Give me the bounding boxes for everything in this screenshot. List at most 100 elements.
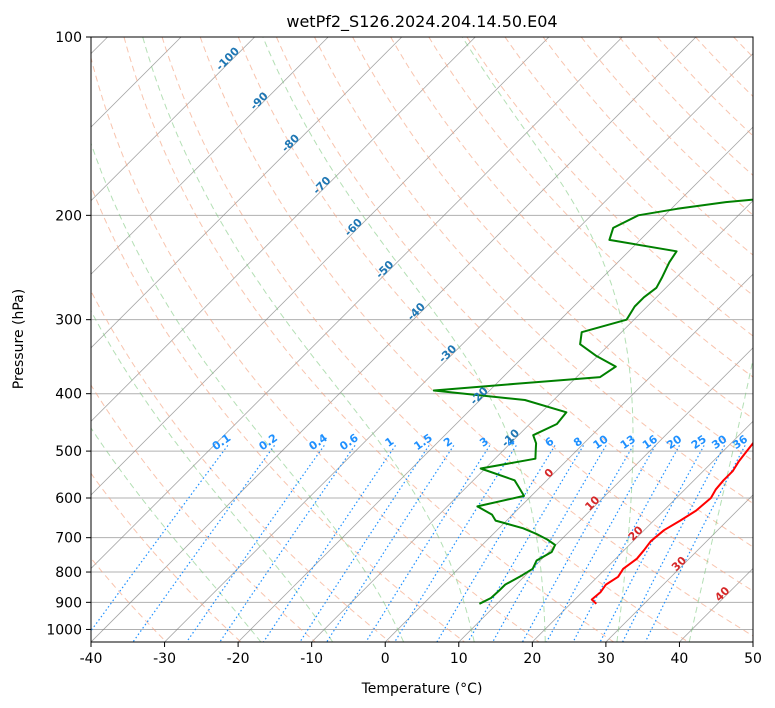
x-tick-label: 10 [450,651,468,667]
dry-adiabat-line [314,37,753,505]
moist-adiabat-label: 40 [712,584,732,604]
dry-adiabat-line [91,472,242,642]
y-tick-label: 500 [55,444,82,460]
dewpoint-profile-line [432,198,753,605]
y-tick-label: 400 [55,387,82,403]
dry-adiabat-label: -90 [248,89,271,112]
dry-adiabat-label: -60 [342,216,365,239]
y-tick-label: 200 [55,208,82,224]
dry-adiabat-label: -70 [310,174,333,197]
dry-adiabat-line [275,37,753,548]
temperature-profile-line [590,441,753,605]
isotherm-line [91,37,403,349]
dry-adiabat-line [466,37,753,337]
mixing-ratio-line [262,445,396,642]
axis-layer: -40 -30 -20 -10 0 10 20 30 40 5010020030040050060… [46,30,762,667]
x-tick-label: 40 [671,651,689,667]
data-layer [432,198,753,605]
dry-adiabat-line [504,37,753,296]
isotherm-line [91,37,476,422]
isotherm-line [311,200,753,642]
mixing-ratio-line [644,445,746,642]
y-tick-label: 100 [55,30,82,46]
mixing-ratio-label: 20 [664,432,684,452]
x-tick-label: -30 [153,651,176,667]
dry-adiabat-line [91,185,465,642]
moist-adiabat-label: 10 [582,493,602,513]
mixing-ratio-line [492,445,607,642]
x-tick-label: 20 [523,651,541,667]
mixing-ratio-label: 1 [383,435,397,450]
dry-adiabat-line [237,37,753,592]
dry-adiabat-line [91,290,391,642]
mixing-ratio-line [521,445,634,642]
x-tick-label: -40 [80,651,103,667]
moist-adiabat-line [91,309,334,642]
dry-adiabat-line [390,37,753,420]
dry-adiabat-line [542,37,753,256]
dry-adiabat-label: -10 [499,426,522,449]
dry-adiabat-line [91,384,316,642]
dry-adiabat-line [161,37,689,642]
isotherm-line [532,420,753,642]
x-tick-label: 0 [381,651,390,667]
isotherm-line [458,347,753,642]
y-tick-label: 600 [55,491,82,507]
dry-adiabat-label: -50 [373,258,396,281]
dry-adiabat-label: -100 [213,44,242,73]
isotherm-line [384,273,753,642]
moist-adiabat-line [688,357,753,642]
isotherm-line [237,126,753,642]
x-axis-label: Temperature (°C) [361,681,483,697]
mixing-ratio-label: 3 [477,435,491,450]
moist-adiabat-line [91,141,405,642]
dry-adiabat-line [199,37,753,637]
mixing-ratio-line [91,445,229,632]
chart-title: wetPf2_S126.2024.204.14.50.E04 [286,12,557,32]
mixing-ratio-label: 30 [709,432,729,452]
mixing-ratio-label: 13 [618,433,638,452]
moist-adiabat-label: 30 [669,554,689,574]
x-tick-label: 30 [597,651,615,667]
dry-adiabat-line [657,37,753,137]
y-tick-label: 900 [55,595,82,611]
moist-adiabat-line [142,37,475,642]
isotherm-line [91,37,623,569]
dry-adiabat-line [580,37,753,216]
dry-adiabat-line [123,37,614,642]
mixing-ratio-label: 1.5 [412,431,435,453]
grid-layer [91,37,775,642]
dry-adiabat-line [91,55,540,642]
dry-adiabat-line [428,37,753,378]
x-tick-label: -10 [300,651,323,667]
dry-adiabat-label: -30 [436,342,459,365]
x-tick-label: -20 [227,651,250,667]
dry-adiabat-line [352,37,753,462]
isotherm-line [91,37,255,202]
y-tick-label: 800 [55,565,82,581]
moist-adiabat-line [91,427,262,642]
plot-frame [90,36,754,643]
mixing-ratio-label: 8 [571,435,585,450]
moist-adiabat-line [461,37,634,642]
annotation-layer: 0.1 0.2 0.4 0.6 1 1.5 2 3 4 6 8 10 13 16 20 25 30 36-100-… [210,44,751,604]
mixing-ratio-label: 0.6 [337,431,361,453]
mixing-ratio-line [394,445,517,642]
mixing-ratio-line [299,445,430,642]
dry-adiabat-label: -80 [279,131,302,154]
mixing-ratio-label: 0.4 [306,431,330,453]
moist-adiabat-line [762,37,775,642]
dry-adiabat-line [733,37,753,58]
isotherm-line [91,37,550,496]
isotherm-line [605,494,753,642]
y-tick-label: 300 [55,313,82,329]
mixing-ratio-line [599,445,705,642]
y-axis-label: Pressure (hPa) [11,289,27,389]
mixing-ratio-line [186,445,325,642]
mixing-ratio-label: 10 [591,432,611,452]
isotherm-line [91,37,329,275]
isotherm-line [752,641,753,642]
mixing-ratio-label: 2 [441,435,455,450]
isotherm-line [679,567,753,642]
